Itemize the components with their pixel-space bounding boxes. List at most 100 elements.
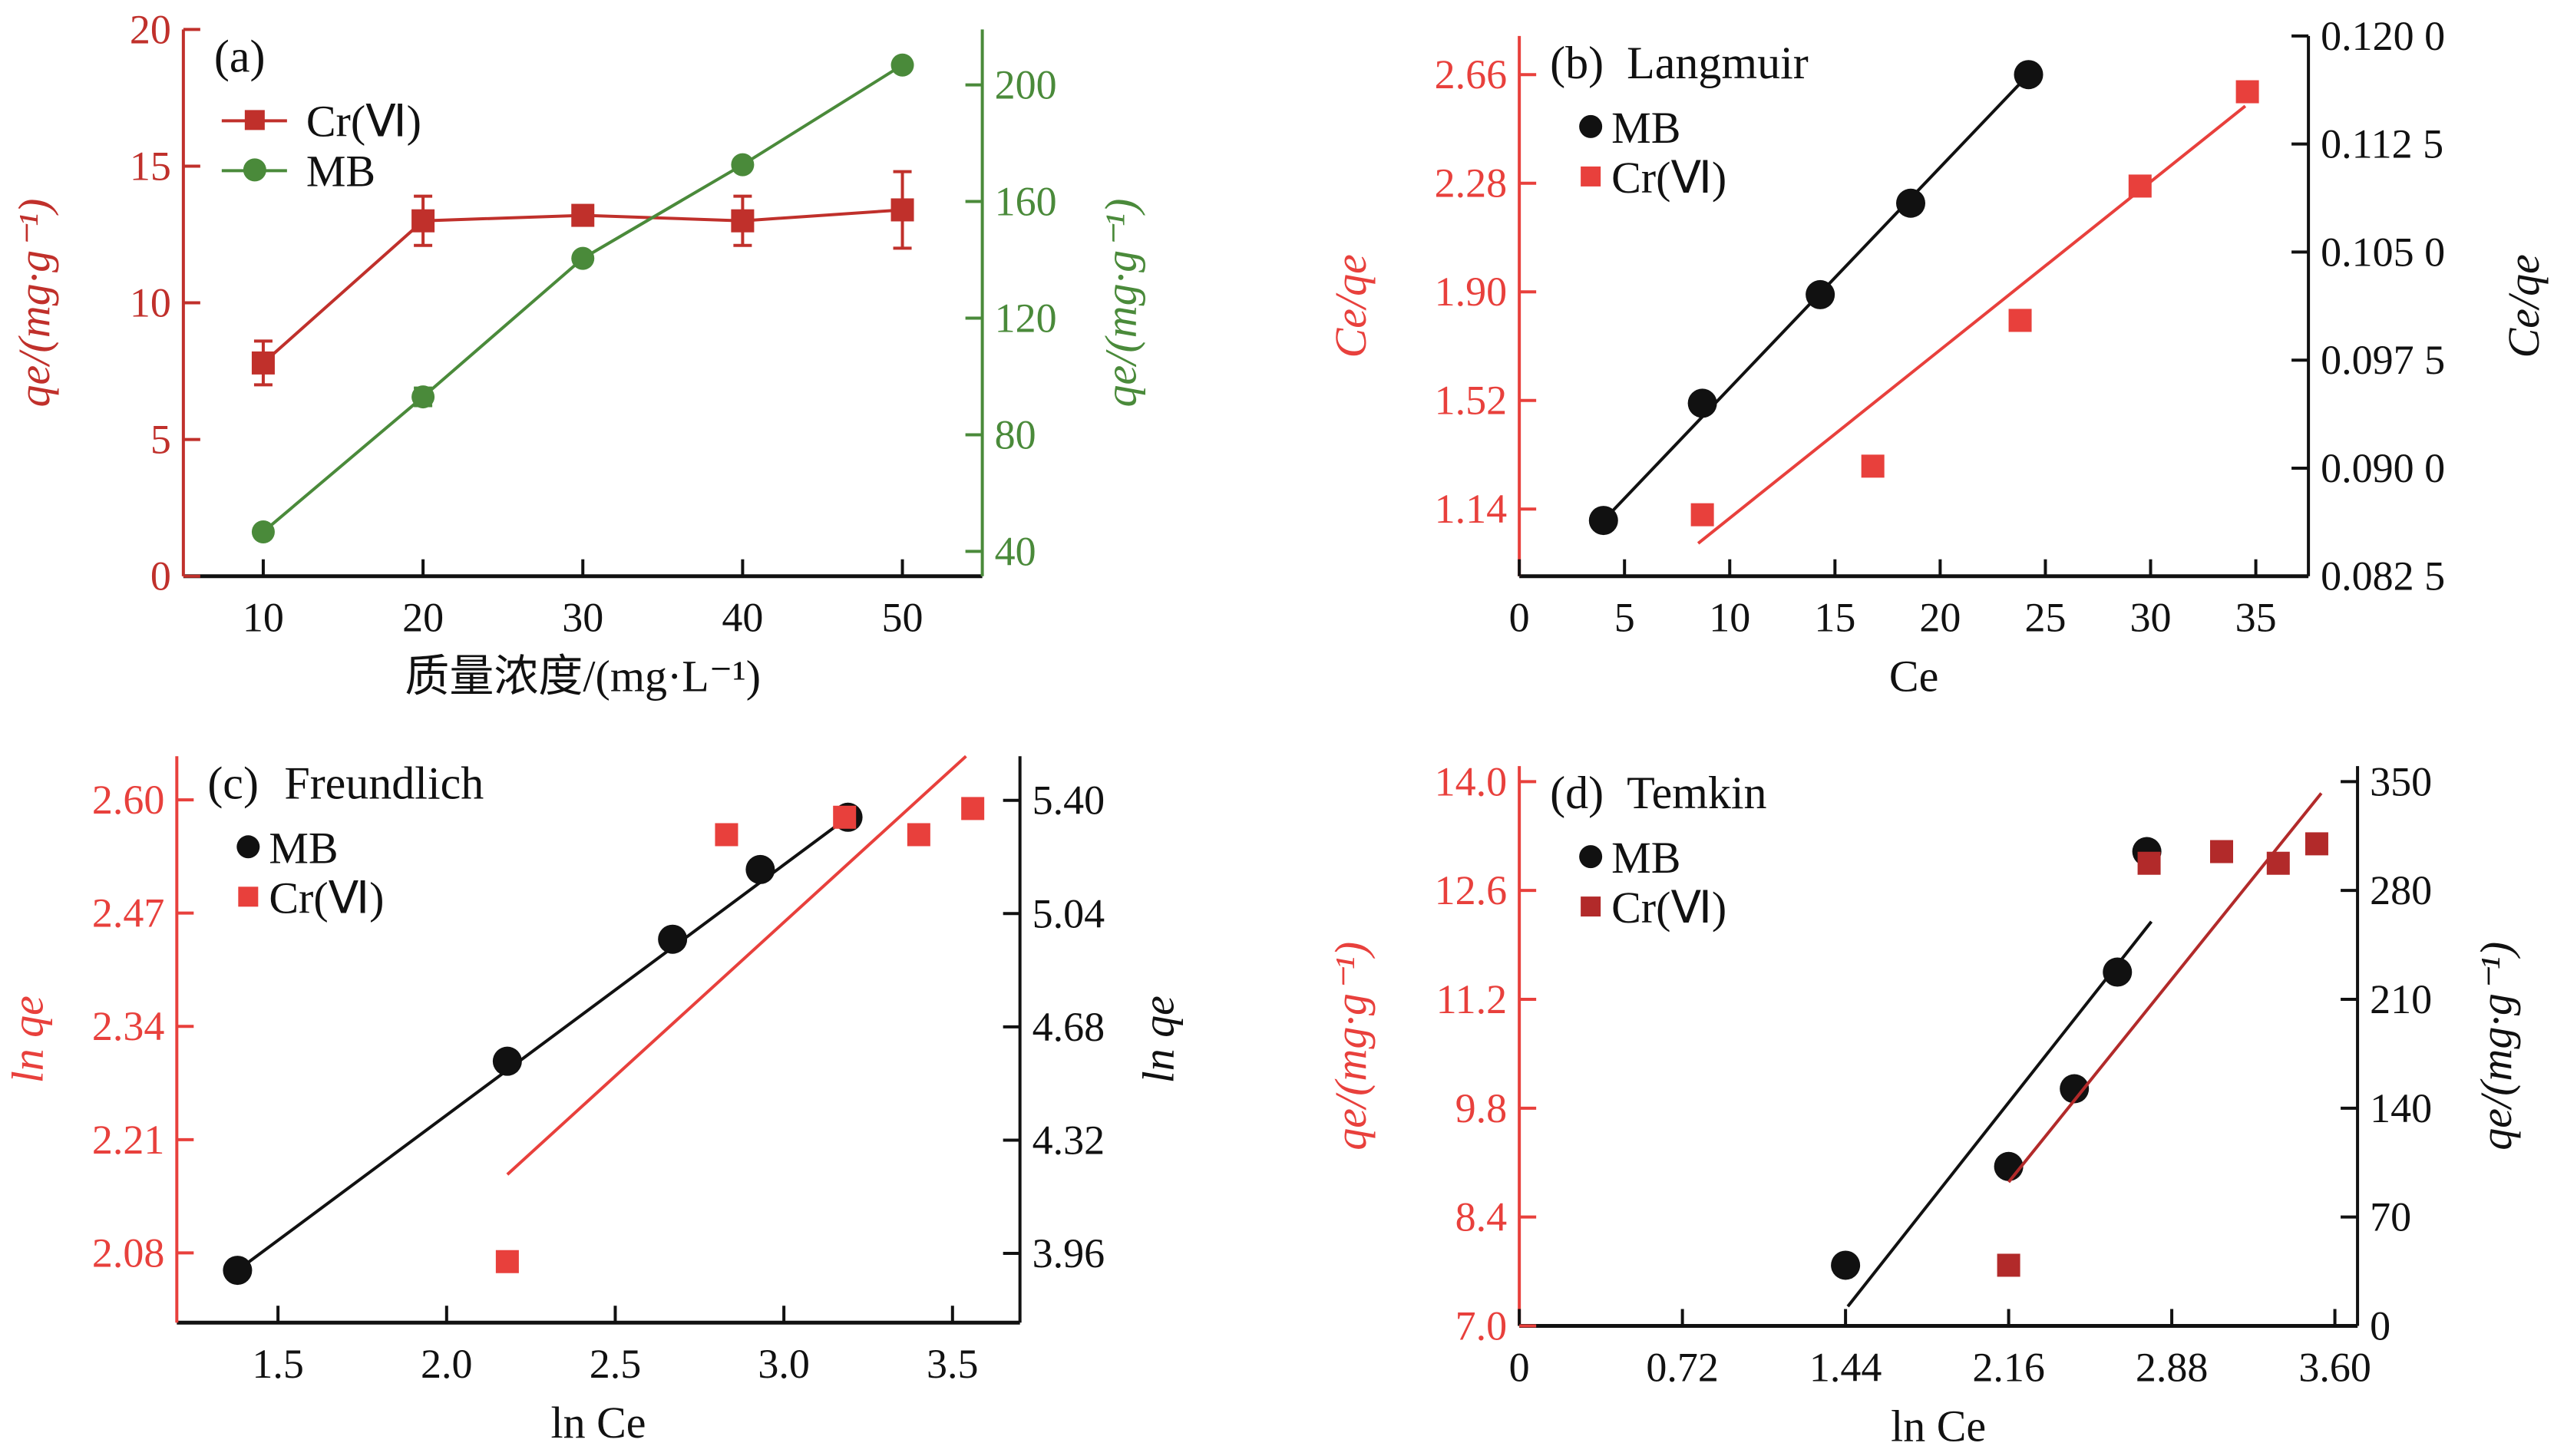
data-point: [495, 1250, 519, 1273]
fit-line: [1846, 920, 2153, 1308]
y-right-tick-label: 120: [995, 295, 1057, 341]
x-tick-label: 10: [1709, 595, 1750, 641]
data-point: [745, 854, 775, 884]
legend-marker: [243, 158, 266, 182]
y-right-tick-label: 4.32: [1033, 1117, 1105, 1163]
data-point: [492, 1046, 522, 1076]
x-axis-label: Ce: [1889, 652, 1938, 702]
data-point: [890, 53, 914, 77]
x-tick-label: 2.0: [421, 1341, 473, 1387]
y-right-tick-label: 40: [995, 528, 1036, 574]
y-left-tick-label: 5: [150, 417, 171, 463]
y-left-tick-label: 11.2: [1436, 976, 1508, 1022]
legend-marker: [1581, 896, 1601, 917]
data-point: [223, 1256, 253, 1286]
panel-label: (d): [1550, 768, 1604, 818]
data-point: [2235, 80, 2259, 104]
y-axis-label-left: Ce/qe: [1326, 254, 1376, 358]
y-axis-label-right: qe/(mg·g⁻¹): [1096, 199, 1146, 408]
data-point: [1831, 1250, 1861, 1280]
legend-marker: [244, 110, 265, 130]
fit-line: [506, 754, 967, 1176]
y-left-tick-label: 14.0: [1435, 758, 1508, 804]
y-right-tick-label: 200: [995, 62, 1057, 108]
panel-c: 1.5 2.0 2.5 3.0 3.5 2.08 2.21 2.34 2.47 2.60 3.96 4…: [2, 754, 1184, 1448]
legend-marker: [1581, 166, 1601, 187]
y-axis-label-right: Ce/qe: [2499, 254, 2549, 358]
y-left-tick-label: 1.52: [1435, 378, 1508, 424]
legend-label: MB: [269, 823, 338, 873]
data-point: [1896, 188, 1926, 218]
panel-label: (b): [1550, 38, 1604, 88]
data-point: [1997, 1253, 2020, 1277]
x-axis-label: ln Ce: [550, 1398, 646, 1448]
x-tick-label: 0: [1509, 1344, 1530, 1390]
x-tick-label: 1.5: [252, 1341, 304, 1387]
y-left-tick-label: 20: [130, 6, 171, 52]
y-left-tick-label: 1.14: [1435, 486, 1508, 532]
y-right-tick-label: 3.96: [1033, 1230, 1105, 1276]
y-right-tick-label: 80: [995, 411, 1036, 457]
y-left-tick-label: 15: [130, 143, 171, 189]
data-point: [890, 198, 914, 222]
data-point: [411, 209, 435, 233]
y-left-tick-label: 2.28: [1435, 160, 1508, 206]
series-cr: Cr(Ⅵ): [1581, 80, 2259, 545]
data-point: [251, 520, 275, 543]
y-left-tick-label: 8.4: [1455, 1194, 1508, 1240]
fit-line: [1697, 104, 2247, 545]
legend-label: MB: [1611, 103, 1680, 153]
x-tick-label: 15: [1814, 595, 1855, 641]
y-left-tick-label: 0: [150, 553, 171, 599]
y-left-tick-label: 9.8: [1455, 1085, 1508, 1131]
data-point: [1687, 388, 1717, 418]
y-right-tick-label: 140: [2370, 1085, 2432, 1131]
y-right-tick-label: 160: [995, 179, 1057, 225]
y-right-tick-label: 0.082 5: [2321, 553, 2445, 599]
x-tick-label: 2.88: [2136, 1344, 2209, 1390]
series-line: [262, 208, 903, 365]
y-right-tick-label: 5.04: [1033, 890, 1105, 936]
data-point: [2008, 309, 2032, 332]
x-tick-label: 5: [1614, 595, 1635, 641]
y-right-tick-label: 0.090 0: [2321, 445, 2445, 491]
legend-marker: [1579, 845, 1603, 869]
x-tick-label: 40: [722, 595, 763, 641]
y-left-tick-label: 10: [130, 280, 171, 326]
legend-label: Cr(Ⅵ): [269, 873, 384, 923]
y-right-tick-label: 5.40: [1033, 778, 1105, 824]
x-tick-label: 30: [562, 595, 603, 641]
series-mb: MB: [223, 802, 863, 1286]
data-point: [2014, 60, 2044, 90]
y-axis-label-right: ln qe: [1134, 995, 1184, 1083]
data-point: [2210, 840, 2234, 863]
y-axis-label-left: ln qe: [2, 995, 52, 1083]
legend-label: Cr(Ⅵ): [1611, 153, 1726, 203]
series-mb: MB: [1579, 833, 2162, 1308]
y-left-tick-label: 1.90: [1435, 269, 1508, 315]
panel-title: Langmuir: [1627, 38, 1809, 88]
y-right-tick-label: 0: [2370, 1302, 2390, 1349]
data-point: [1861, 454, 1885, 478]
x-tick-label: 20: [402, 595, 444, 641]
data-point: [251, 351, 275, 375]
data-point: [1806, 279, 1835, 309]
data-point: [731, 153, 755, 177]
data-point: [1994, 1151, 2024, 1181]
y-left-tick-label: 2.08: [92, 1230, 165, 1276]
x-tick-label: 0.72: [1646, 1344, 1719, 1390]
data-point: [2128, 174, 2152, 198]
panel-a: 10 20 30 40 50 0 5 10 15 20 40 80 120 160 200 质量浓度/(mg·…: [9, 6, 1146, 701]
y-right-tick-label: 350: [2370, 758, 2432, 804]
x-tick-label: 25: [2024, 595, 2066, 641]
legend-marker: [238, 886, 259, 907]
x-tick-label: 2.16: [1972, 1344, 2045, 1390]
panel-label: (c): [207, 758, 259, 808]
data-point: [2305, 832, 2328, 856]
x-axis-label: ln Ce: [1891, 1401, 1986, 1451]
y-right-tick-label: 70: [2370, 1194, 2411, 1240]
y-left-tick-label: 7.0: [1455, 1302, 1508, 1349]
y-right-tick-label: 280: [2370, 867, 2432, 913]
data-point: [907, 823, 930, 847]
